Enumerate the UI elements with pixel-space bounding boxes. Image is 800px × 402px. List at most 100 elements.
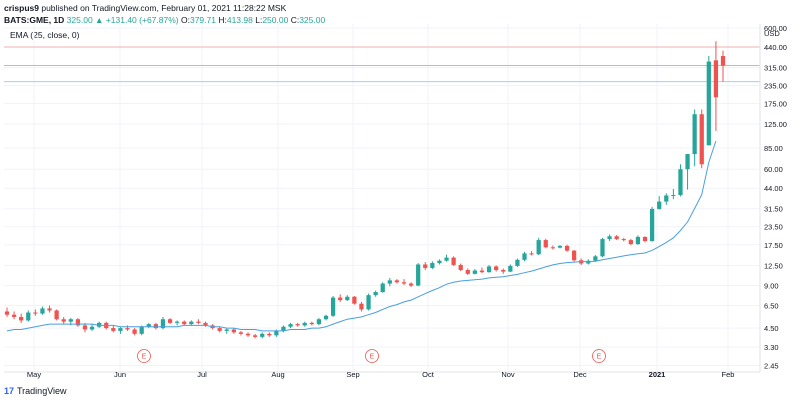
candle-body — [614, 236, 619, 240]
y-tick-label: 6.50 — [764, 302, 779, 311]
candle — [706, 55, 711, 146]
candle — [720, 50, 726, 82]
x-tick-label: Oct — [422, 370, 435, 379]
author-name[interactable]: crispus9 — [4, 3, 39, 13]
candle — [423, 262, 428, 271]
candle-body — [75, 319, 81, 326]
candle — [224, 328, 229, 334]
tradingview-logo[interactable]: 17 TradingView — [4, 386, 67, 396]
candle-body — [550, 247, 555, 249]
candle — [330, 295, 336, 317]
high-label: H: — [218, 15, 227, 25]
candle-body — [642, 236, 648, 242]
earnings-marker: E — [365, 349, 379, 363]
y-tick-label: 9.00 — [764, 282, 779, 291]
earnings-marker-label: E — [142, 354, 147, 361]
candle-body — [231, 329, 236, 333]
horizontal-levels — [4, 46, 760, 83]
x-tick-label: Jun — [114, 370, 126, 379]
y-tick-label: 12.50 — [764, 261, 783, 270]
candle — [564, 244, 570, 252]
candle-body — [352, 296, 357, 304]
candle-body — [97, 322, 102, 327]
candle-body — [245, 333, 251, 336]
candle-body — [61, 319, 66, 322]
candle-body — [557, 245, 563, 248]
candle — [394, 279, 400, 284]
ema-line — [6, 140, 717, 332]
candle — [671, 188, 676, 200]
candle — [352, 295, 357, 305]
y-tick-label: 600.00 — [764, 24, 787, 33]
candle-body — [664, 195, 669, 202]
candle-body — [572, 250, 577, 261]
candle-body — [330, 297, 336, 316]
symbol-label[interactable]: BATS:GME, 1D — [4, 15, 65, 25]
candle-body — [167, 319, 173, 323]
candle — [323, 314, 329, 321]
close-label: C: — [290, 15, 300, 25]
y-tick-label: 60.00 — [764, 165, 783, 174]
candle-body — [529, 253, 534, 255]
candle-body — [338, 297, 343, 301]
candle — [302, 321, 307, 327]
candle-body — [451, 257, 456, 265]
candle-body — [118, 328, 123, 331]
ema-indicator-label[interactable]: EMA (25, close, 0) — [10, 30, 80, 40]
candle — [153, 322, 158, 330]
candle-body — [33, 312, 38, 314]
candle — [600, 237, 605, 258]
candle-body — [40, 308, 45, 314]
candle — [146, 322, 151, 329]
candle — [19, 313, 24, 323]
candle-body — [182, 321, 187, 325]
y-tick-label: 315.00 — [764, 63, 787, 72]
candle-body — [465, 270, 470, 274]
candle — [252, 333, 258, 339]
low-label: L: — [255, 15, 263, 25]
candle — [430, 261, 435, 269]
candle — [380, 282, 385, 293]
candle-body — [295, 324, 300, 326]
candle-body — [678, 169, 683, 196]
candle-body — [373, 292, 378, 296]
candle — [444, 254, 449, 262]
candle — [451, 256, 456, 266]
candle-body — [408, 283, 414, 286]
candle-body — [47, 308, 52, 311]
candle-body — [68, 319, 73, 322]
candle-body — [621, 239, 626, 241]
y-tick-label: 175.00 — [764, 100, 787, 109]
candle-body — [125, 328, 130, 330]
earnings-marker-label: E — [370, 354, 375, 361]
x-tick-label: Jul — [197, 370, 207, 379]
candle-body — [437, 260, 442, 264]
candle-body — [203, 322, 208, 326]
candle-body — [288, 324, 293, 327]
candle-body — [494, 266, 499, 271]
candle-body — [586, 260, 591, 264]
candle-body — [564, 245, 570, 251]
time-axis[interactable]: May Jun Jul Aug Sep Oct Nov Dec 2021 Feb — [4, 370, 760, 379]
candle — [692, 109, 697, 167]
candle — [167, 318, 173, 325]
candle-body — [323, 315, 329, 320]
candle — [649, 206, 655, 242]
candle-body — [267, 333, 272, 336]
candle — [267, 332, 272, 337]
candle-body — [160, 319, 166, 329]
candle-body — [111, 328, 116, 331]
candle-body — [536, 240, 541, 255]
symbol-legend: BATS:GME, 1D 325.00 ▲ +131.40 (+67.87%) … — [4, 15, 325, 25]
candle-body — [593, 256, 598, 261]
publish-info: crispus9 published on TradingView.com, F… — [4, 3, 286, 13]
y-tick-label: 235.00 — [764, 81, 787, 90]
candle — [196, 319, 201, 325]
candle — [26, 310, 31, 322]
candle-body — [416, 264, 421, 286]
candle-body — [302, 322, 307, 326]
candle-body — [316, 319, 322, 325]
candle-body — [508, 265, 513, 272]
